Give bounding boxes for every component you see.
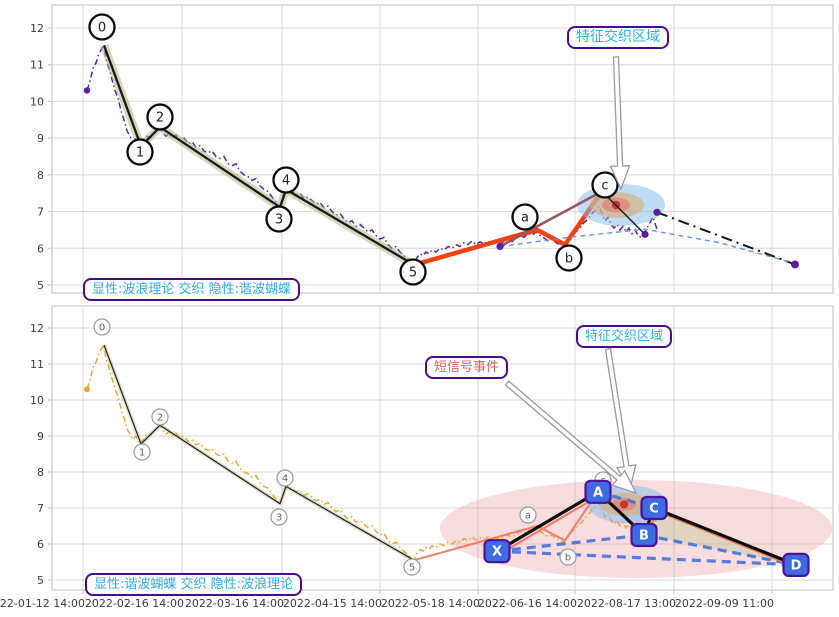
svg-text:c: c — [601, 179, 608, 194]
harmonic-chip-X: X — [483, 539, 511, 564]
harmonic-chip-B: B — [630, 522, 658, 548]
harmonic-chip-A: A — [584, 479, 612, 504]
dashed-guide-top — [499, 228, 796, 264]
legend-top: 显性:波浪理论 交织 隐性:谐波蝴蝶 — [83, 278, 301, 301]
bottom-ytick-label: 7 — [37, 502, 44, 515]
svg-text:C: C — [649, 502, 659, 517]
top-ytick-label: 5 — [37, 279, 44, 292]
svg-text:0: 0 — [98, 21, 106, 36]
svg-text:1: 1 — [139, 448, 145, 459]
top-ytick-label: 8 — [37, 169, 44, 182]
wave-line-top — [102, 44, 415, 266]
svg-text:2: 2 — [157, 413, 163, 424]
top-ytick-label: 9 — [37, 132, 44, 145]
harmonic-dashed-line — [643, 533, 797, 567]
wave-line-bottom — [103, 344, 415, 561]
svg-text:B: B — [639, 529, 649, 544]
legend-bottom: 显性:谐波蝴蝶 交织 隐性:波浪理论 — [85, 573, 303, 596]
harmonic-point-dot — [641, 230, 649, 238]
harmonic-ab-line-top — [601, 190, 646, 235]
x-tick-label: 2022-02-16 14:00 — [85, 597, 184, 610]
annotation-top: 特征交织区域 — [567, 26, 669, 49]
top-ytick-label: 12 — [30, 22, 44, 35]
bottom-ytick-label: 6 — [37, 538, 44, 551]
annotation-arrow-top — [609, 56, 631, 191]
svg-text:a: a — [525, 511, 531, 522]
bottom-panel: 012345abcXABCD — [84, 318, 832, 578]
x-tick-label: 2022-06-16 14:00 — [478, 597, 577, 610]
svg-text:3: 3 — [276, 513, 282, 524]
svg-text:1: 1 — [136, 146, 144, 161]
svg-text:0: 0 — [99, 323, 105, 334]
x-tick-label: 2022-05-18 14:00 — [381, 597, 480, 610]
svg-text:5: 5 — [409, 563, 415, 574]
svg-text:A: A — [593, 485, 603, 500]
bottom-ytick-label: 9 — [37, 430, 44, 443]
bottom-ytick-label: 5 — [37, 574, 44, 587]
annotation-arrow-bottom — [604, 347, 637, 491]
top-ytick-label: 11 — [30, 59, 44, 72]
abc-line-top — [411, 189, 605, 268]
top-panel: 0 1 2 3 4 5 a b c — [83, 13, 799, 286]
svg-text:D: D — [791, 558, 802, 573]
svg-text:2: 2 — [156, 111, 164, 126]
harmonic-xa-line-top — [499, 190, 603, 248]
bottom-ytick-label: 12 — [30, 322, 44, 335]
svg-text:4: 4 — [282, 174, 290, 189]
bottom-ytick-label: 11 — [30, 358, 44, 371]
svg-text:b: b — [565, 252, 573, 267]
bottom-ytick-label: 8 — [37, 466, 44, 479]
svg-text:4: 4 — [282, 474, 288, 485]
svg-text:5: 5 — [409, 266, 417, 281]
signal-arrow — [504, 380, 638, 495]
harmonic-point-dot — [496, 242, 504, 251]
x-tick-label: 2022-01-12 14:00 — [0, 597, 85, 610]
bottom-ytick-label: 10 — [30, 394, 44, 407]
harmonic-dashed-line — [496, 533, 645, 553]
signal-event-label: 短信号事件 — [425, 356, 509, 379]
top-ytick-label: 6 — [37, 242, 44, 255]
harmonic-chip-D: D — [782, 552, 810, 577]
svg-text:X: X — [492, 545, 502, 560]
x-tick-label: 2022-09-09 11:00 — [675, 597, 774, 610]
price-line-bottom — [86, 342, 659, 562]
abc-line-bottom — [413, 491, 599, 562]
svg-text:b: b — [565, 553, 571, 564]
x-tick-label: 2022-08-17 13:00 — [577, 597, 676, 610]
harmonic-chip-C: C — [640, 495, 668, 521]
svg-text:a: a — [521, 211, 529, 226]
harmonic-dashed-line — [496, 549, 797, 567]
top-ytick-label: 10 — [30, 95, 44, 108]
x-tick-label: 2022-03-16 14:00 — [185, 597, 284, 610]
harmonic-point-dot — [653, 208, 661, 216]
svg-text:3: 3 — [275, 213, 283, 228]
harmonic-cd-dashdot-top — [656, 211, 796, 266]
x-tick-label: 2022-04-15 14:00 — [283, 597, 382, 610]
hotspot-center-bottom — [620, 500, 628, 509]
top-ytick-label: 7 — [37, 206, 44, 219]
annotation-bottom: 特征交织区域 — [576, 325, 673, 348]
harmonic-point-dot — [791, 260, 799, 269]
